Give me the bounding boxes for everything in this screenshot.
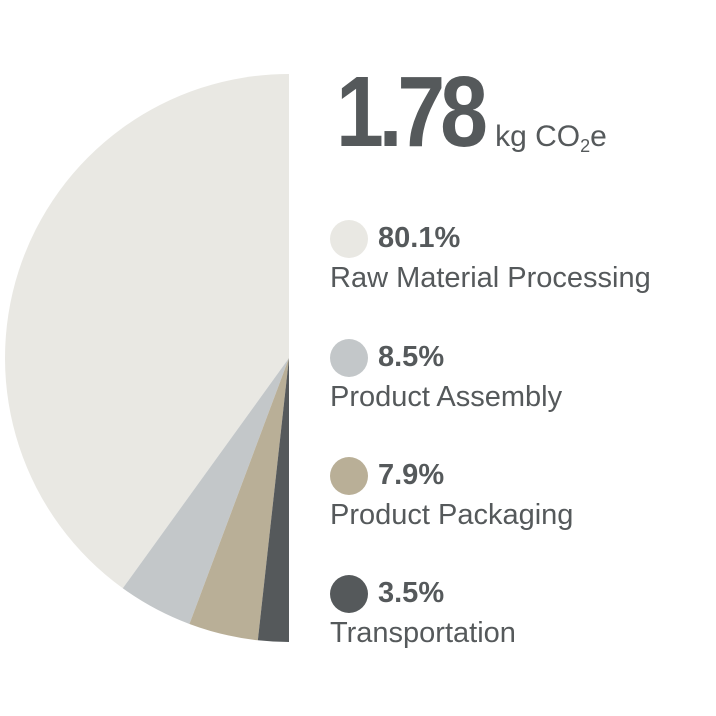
total-emissions: 1.78 kg CO2e [336, 62, 607, 162]
legend-percent: 80.1% [378, 222, 461, 254]
total-unit-prefix: kg CO [495, 120, 581, 153]
pie-slice-product-assembly [122, 358, 289, 624]
total-unit-suffix: e [590, 120, 607, 153]
pie-slice-product-packaging [189, 358, 289, 641]
total-unit: kg CO2e [495, 120, 607, 156]
legend-percent: 7.9% [378, 459, 445, 491]
legend-swatch [330, 457, 368, 495]
legend-label: Product Assembly [330, 381, 563, 413]
total-unit-subscript: 2 [580, 136, 591, 156]
legend-percent: 3.5% [378, 577, 445, 609]
pie-slice-raw-material-processing [5, 74, 289, 589]
legend-percent: 8.5% [378, 341, 445, 373]
legend-label: Product Packaging [330, 499, 574, 531]
legend-swatch [330, 575, 368, 613]
legend-label: Transportation [330, 617, 516, 649]
pie-slice-transportation [257, 358, 289, 642]
legend-swatch [330, 339, 368, 377]
total-value: 1.78 [336, 56, 488, 168]
legend-swatch [330, 220, 368, 258]
legend-label: Raw Material Processing [330, 262, 651, 294]
